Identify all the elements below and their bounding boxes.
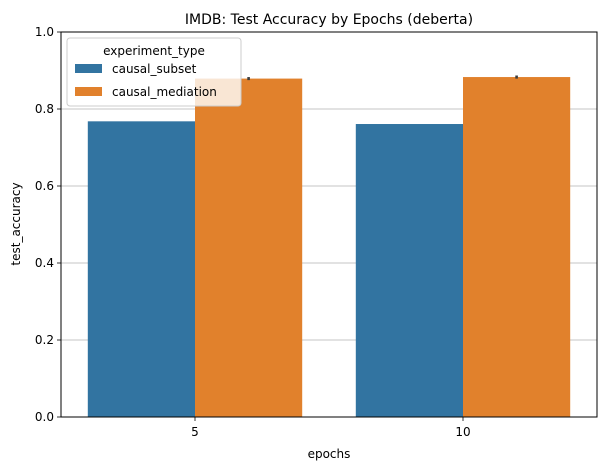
error-bars xyxy=(247,75,518,81)
x-axis-label: epochs xyxy=(308,447,351,461)
bar-causal-subset-10 xyxy=(355,124,463,417)
bars xyxy=(87,77,571,418)
chart-title: IMDB: Test Accuracy by Epochs (deberta) xyxy=(185,12,473,28)
y-tick-label: 0.2 xyxy=(35,333,54,347)
bar-causal-subset-5 xyxy=(87,121,195,417)
y-tick-label: 0.6 xyxy=(35,179,54,193)
legend: experiment_type causal_subset causal_med… xyxy=(66,37,242,107)
bar-causal-mediation-5 xyxy=(195,78,303,418)
bar-causal-mediation-10 xyxy=(463,77,571,418)
y-axis-label: test_accuracy xyxy=(9,182,23,265)
legend-title: experiment_type xyxy=(103,44,205,58)
x-axis-ticks: 5 10 xyxy=(191,417,471,439)
y-tick-label: 1.0 xyxy=(35,25,54,39)
legend-label-causal-mediation: causal_mediation xyxy=(112,85,217,99)
x-tick-label: 5 xyxy=(191,425,199,439)
plot-frame xyxy=(60,31,598,418)
y-axis-ticks: 0.0 0.2 0.4 0.6 0.8 1.0 xyxy=(35,25,61,424)
legend-box xyxy=(66,37,242,107)
x-tick-label: 10 xyxy=(455,425,470,439)
legend-label-causal-subset: causal_subset xyxy=(112,62,197,76)
y-tick-label: 0.4 xyxy=(35,256,54,270)
legend-swatch-causal-subset xyxy=(75,64,102,73)
y-tick-label: 0.8 xyxy=(35,102,54,116)
y-tick-label: 0.0 xyxy=(35,410,54,424)
legend-swatch-causal-mediation xyxy=(75,87,102,96)
